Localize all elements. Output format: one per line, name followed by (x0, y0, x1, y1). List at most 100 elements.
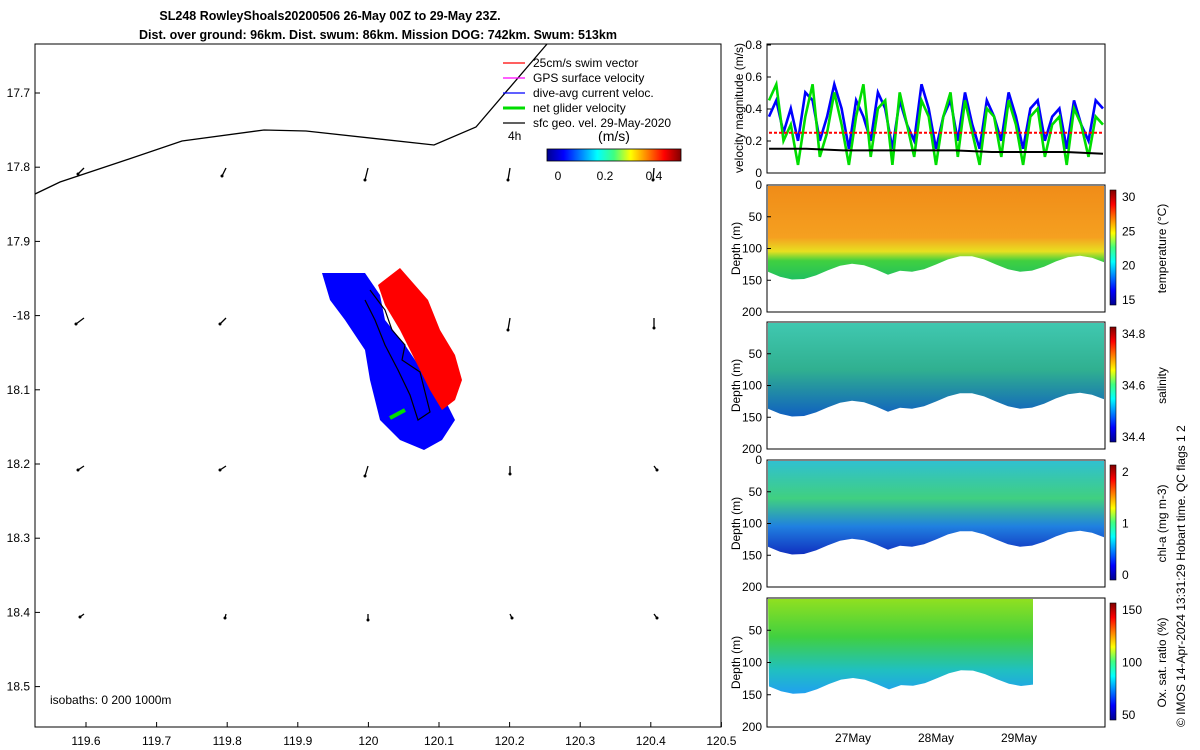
current-arrow-head (510, 616, 514, 620)
title-line1: SL248 RowleyShoals20200506 26-May 00Z to… (159, 9, 500, 23)
velocity-axes (766, 43, 1106, 174)
velocity-y-ticks: 0 0.2 0.4 0.6 0.8 (745, 38, 771, 180)
chla-cbar-tick: 0 (1122, 568, 1129, 582)
map-x-tick-label: 120.1 (424, 734, 454, 748)
salinity-tick-label: 50 (749, 347, 763, 361)
time-tick-27may: 27May (835, 731, 871, 745)
salinity-colorbar (1109, 326, 1117, 443)
current-arrow-head (78, 615, 82, 619)
section-temperature: 0 50 100 150 200 Depth (m) 30 25 20 15 temperature… (729, 178, 1169, 319)
chla-cbar-label: chl-a (mg m-3) (1155, 484, 1169, 562)
current-arrow (364, 167, 369, 181)
current-arrow-head (218, 468, 222, 472)
oxygen-cbar-tick: 150 (1122, 603, 1142, 617)
current-arrow-head (218, 322, 222, 326)
chla-tick-label: 50 (749, 485, 763, 499)
current-arrow-head (506, 328, 510, 332)
salinity-cbar-label: salinity (1155, 367, 1169, 404)
map-x-tick-label: 119.7 (142, 734, 171, 748)
map-y-tick-label: 18.4 (7, 605, 31, 619)
current-arrow-head (223, 616, 227, 620)
isobaths-label: isobaths: 0 200 1000m (50, 693, 171, 707)
legend-label: dive-avg current veloc. (533, 86, 654, 100)
chla-tick-label: 150 (742, 548, 762, 562)
legend-label: sfc geo. vel. 29-May-2020 (533, 116, 671, 130)
current-arrow-head (76, 468, 80, 472)
chla-tick-label: 200 (742, 580, 762, 594)
current-arrow-head (651, 178, 655, 182)
vel-tick-label: 0.8 (745, 38, 762, 52)
current-arrow (652, 167, 655, 181)
salinity-tick-label: 100 (742, 379, 762, 393)
map-y-tick-label: 18.1 (7, 383, 31, 397)
section-salinity: 50 100 150 200 Depth (m) 34.8 34.6 34.4 salinity (729, 321, 1169, 456)
title-line2: Dist. over ground: 96km. Dist. swum: 86k… (139, 28, 617, 42)
current-arrow-head (74, 322, 78, 326)
current-arrow-head (363, 474, 367, 478)
map-x-tick-label: 120.5 (706, 734, 736, 748)
map-y-ticks: 17.7 17.8 17.9 -18 18.1 18.2 18.3 18.4 18.5 (7, 86, 40, 694)
chla-cbar-tick: 1 (1122, 517, 1129, 531)
chla-ylabel: Depth (m) (729, 497, 743, 550)
chla-tick-label: 0 (755, 453, 762, 467)
velocity-ylabel: velocity magnitude (m/s) (732, 43, 746, 173)
current-arrow-head (655, 616, 659, 620)
oxygen-colorbar (1109, 602, 1117, 721)
salinity-ylabel: Depth (m) (729, 359, 743, 412)
oxygen-tick-label: 100 (742, 656, 762, 670)
time-tick-29may: 29May (1001, 731, 1037, 745)
legend-label: GPS surface velocity (533, 71, 644, 85)
current-arrow-head (652, 326, 656, 330)
oxygen-tick-label: 200 (742, 720, 762, 734)
glider-track (322, 268, 462, 450)
vel-tick-label: 0.6 (745, 70, 762, 84)
vel-tick-label: 0.4 (745, 102, 762, 116)
chla-section-fill (768, 461, 1104, 555)
map-y-tick-label: -18 (13, 309, 31, 323)
velocity-line (767, 79, 1104, 166)
swim-vectors (378, 268, 462, 410)
current-arrow (507, 317, 511, 331)
colorbar-tick-1: 0.2 (597, 169, 614, 183)
temperature-tick-label: 150 (742, 273, 762, 287)
speed-colorbar (546, 148, 682, 162)
salinity-cbar-tick: 34.6 (1122, 379, 1146, 393)
map-x-tick-label: 120.3 (565, 734, 595, 748)
temperature-section-fill (768, 186, 1104, 280)
current-arrow-head (220, 174, 224, 178)
chla-cbar-tick: 2 (1122, 465, 1129, 479)
glider-path (364, 289, 431, 421)
oxygen-tick-label: 50 (749, 623, 763, 637)
vel-tick-label: 0.2 (745, 134, 762, 148)
salinity-cbar-tick: 34.8 (1122, 327, 1146, 341)
temperature-cbar-tick: 25 (1122, 224, 1136, 238)
map-x-tick-label: 120.4 (636, 734, 666, 748)
sfc-geo-velocity-line (34, 43, 548, 195)
map-y-tick-label: 18.2 (7, 457, 31, 471)
chla-tick-label: 100 (742, 517, 762, 531)
salinity-tick-label: 150 (742, 410, 762, 424)
time-tick-28may: 28May (918, 731, 954, 745)
current-arrow-head (363, 178, 367, 182)
salinity-tick-label: 200 (742, 442, 762, 456)
colorbar-tick-0: 0 (555, 169, 562, 183)
legend-time-label: 4h (508, 129, 521, 143)
temperature-tick-label: 200 (742, 305, 762, 319)
current-arrow-head (506, 178, 510, 182)
oxygen-ylabel: Depth (m) (729, 636, 743, 689)
current-arrow (75, 317, 85, 325)
map-y-tick-label: 18.5 (7, 680, 31, 694)
temperature-colorbar (1109, 189, 1117, 306)
temperature-cbar-tick: 30 (1122, 190, 1136, 204)
map-x-ticks: 119.6 119.7 119.8 119.9 120 120.1 120.2 120.3 12… (71, 722, 737, 748)
map-x-tick-label: 120 (358, 734, 378, 748)
temperature-cbar-tick: 15 (1122, 293, 1136, 307)
current-arrow-head (366, 618, 370, 622)
colorbar-tick-2: 0.4 (646, 169, 663, 183)
temperature-tick-label: 100 (742, 242, 762, 256)
temperature-cbar-label: temperature (°C) (1155, 204, 1169, 294)
map-x-tick-label: 120.2 (495, 734, 525, 748)
